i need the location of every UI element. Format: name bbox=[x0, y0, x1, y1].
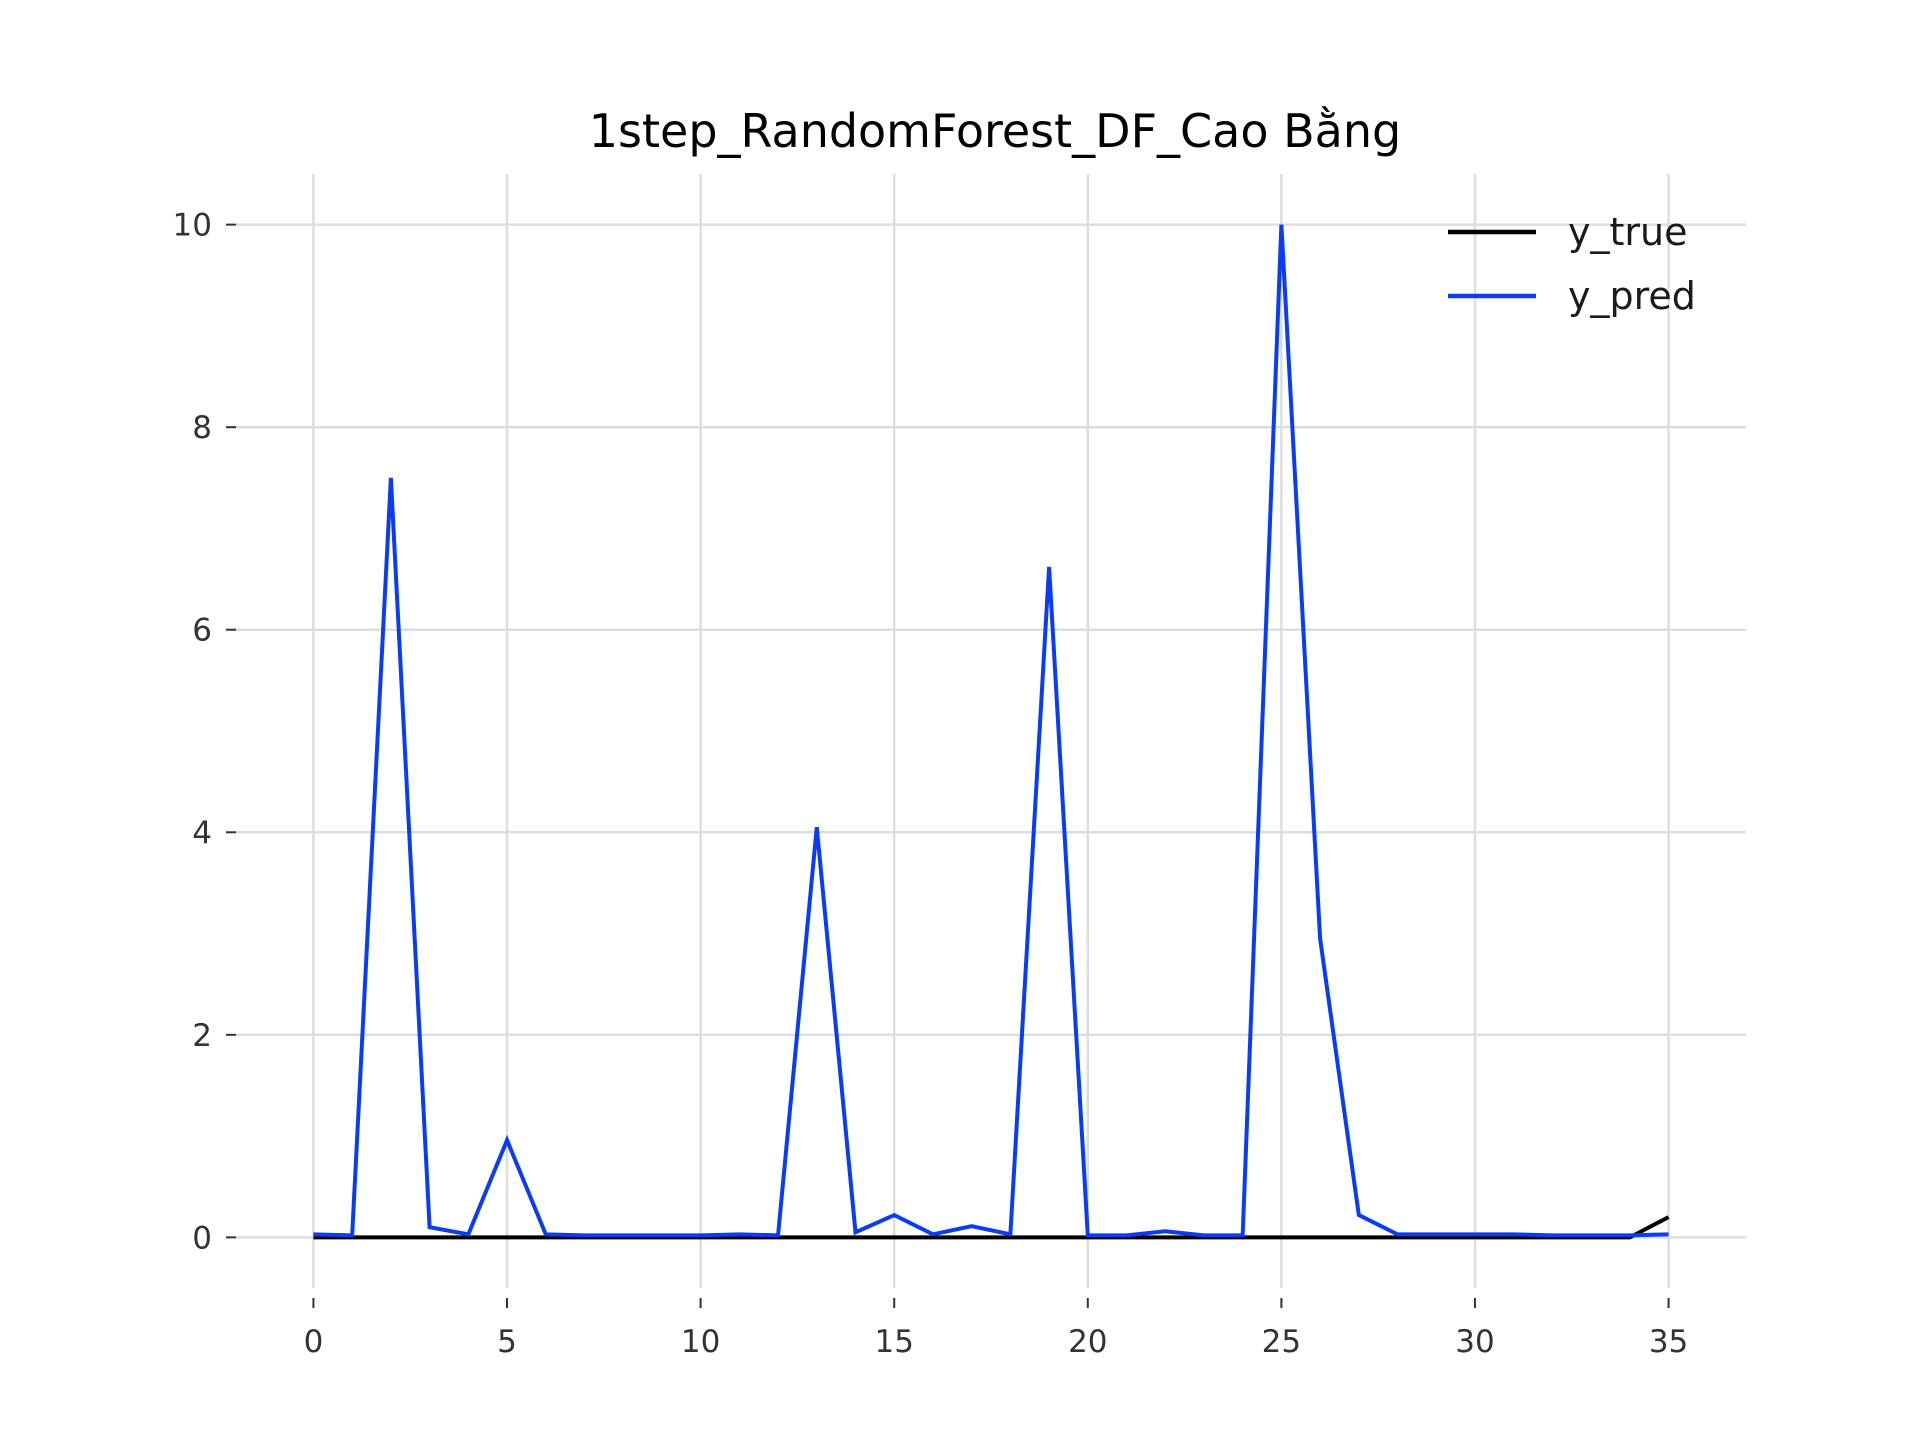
x-tick-label-0: 0 bbox=[304, 1324, 324, 1360]
grid bbox=[236, 174, 1746, 1288]
x-tick-label-35: 35 bbox=[1649, 1324, 1688, 1360]
y-tick-label-4: 4 bbox=[192, 815, 212, 851]
x-tick-label-25: 25 bbox=[1262, 1324, 1301, 1360]
y-tick-label-10: 10 bbox=[173, 208, 212, 244]
axes: 0 5 10 15 20 25 30 35 0 2 4 6 8 10 bbox=[173, 208, 1689, 1360]
y-tick-label-8: 8 bbox=[192, 410, 212, 446]
y-tick-label-6: 6 bbox=[192, 613, 212, 649]
legend-label-y-pred: y_pred bbox=[1568, 274, 1696, 318]
series-line-y-pred bbox=[313, 224, 1669, 1238]
legend-label-y-true: y_true bbox=[1568, 210, 1687, 254]
x-tick-label-20: 20 bbox=[1068, 1324, 1107, 1360]
x-tick-label-15: 15 bbox=[874, 1324, 913, 1360]
x-tick-label-30: 30 bbox=[1455, 1324, 1494, 1360]
y-tick-label-0: 0 bbox=[192, 1220, 212, 1256]
legend: y_true y_pred bbox=[1448, 210, 1696, 318]
series-line-y-true bbox=[313, 1215, 1670, 1240]
x-tick-label-5: 5 bbox=[497, 1324, 517, 1360]
y-tick-label-2: 2 bbox=[192, 1018, 212, 1054]
chart-title: 1step_RandomForest_DF_Cao Bằng bbox=[589, 104, 1401, 158]
x-tick-label-10: 10 bbox=[681, 1324, 720, 1360]
series bbox=[313, 224, 1670, 1240]
